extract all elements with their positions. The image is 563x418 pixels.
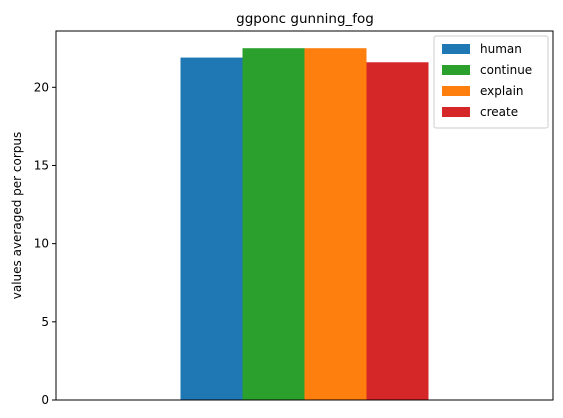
legend-label-continue: continue: [480, 63, 532, 77]
y-axis-label: values averaged per corpus: [10, 132, 24, 300]
chart-title: ggponc gunning_fog: [236, 11, 374, 27]
bars: [180, 48, 429, 401]
legend-label-human: human: [480, 42, 522, 56]
bar-continue: [242, 48, 305, 400]
y-tick-label: 5: [41, 315, 49, 329]
bar-explain: [304, 48, 367, 400]
legend: human continue explain create: [433, 35, 549, 129]
bar-human: [180, 57, 243, 401]
plot-frame: [55, 30, 554, 401]
legend-swatch-human: [442, 44, 470, 54]
legend-box: [433, 35, 549, 129]
legend-swatch-explain: [442, 86, 470, 96]
legend-swatch-create: [442, 107, 470, 117]
y-tick-label: 10: [34, 237, 49, 251]
legend-label-explain: explain: [480, 84, 524, 98]
y-tick-label: 15: [34, 158, 49, 172]
y-tick-label: 20: [34, 80, 49, 94]
y-axis-ticks: 0 5 10 15 20: [34, 80, 56, 407]
y-tick-label: 0: [41, 393, 49, 407]
bar-create: [366, 62, 429, 401]
legend-label-create: create: [480, 105, 518, 119]
legend-swatch-continue: [442, 65, 470, 75]
